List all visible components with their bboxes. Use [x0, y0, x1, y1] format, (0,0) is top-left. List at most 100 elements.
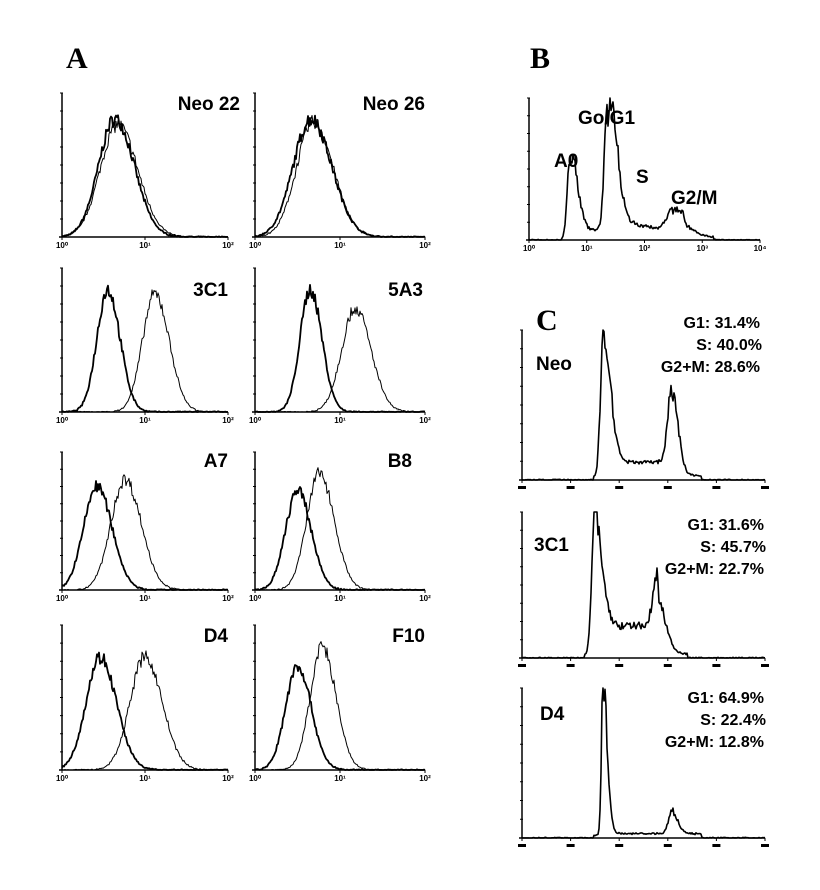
x-tick-label-mark [712, 844, 721, 847]
sample-label: Neo 26 [363, 94, 425, 115]
histogram-curve [528, 97, 761, 241]
x-tick-label: 10² [419, 774, 431, 783]
x-tick-label: 10¹ [139, 416, 151, 425]
histogram-panel-5a3: 10⁰ 10¹ 10² [249, 267, 431, 425]
sample-label: D4 [540, 704, 565, 725]
x-tick-label: 10² [222, 774, 234, 783]
cell-cycle-panel-c-neo [518, 329, 769, 489]
x-tick-label-mark [518, 664, 526, 667]
g2m-percent: G2+M: 28.6% [661, 359, 760, 376]
histogram-panel-f10: 10⁰ 10¹ 10² [249, 624, 431, 783]
histogram-curve [62, 474, 229, 591]
x-tick-label: 10² [639, 244, 651, 253]
cell-cycle-panel-c-3c1 [518, 511, 769, 667]
histogram-curve [62, 650, 229, 771]
peak-label-s: S [636, 167, 649, 188]
x-tick-label: 10¹ [334, 416, 346, 425]
sample-label: A7 [204, 451, 228, 472]
x-tick-label: 10¹ [139, 594, 151, 603]
s-percent: S: 45.7% [700, 539, 766, 556]
histogram-curve [254, 467, 426, 591]
sample-label: Neo [536, 354, 572, 375]
x-tick-label: 10⁰ [249, 241, 262, 250]
x-tick-label-mark [712, 486, 721, 489]
x-tick-label-mark [615, 486, 624, 489]
histogram-panel-neo-22: 10⁰ 10¹ 10² [56, 92, 234, 250]
x-tick-label: 10¹ [139, 774, 151, 783]
x-tick-label: 10² [222, 594, 234, 603]
peak-label-g0g1: Go/G1 [578, 108, 635, 129]
x-tick-label: 10⁰ [249, 416, 262, 425]
histogram-panel-a7: 10⁰ 10¹ 10² [56, 451, 234, 603]
histogram-curve [254, 486, 426, 591]
histogram-curve [61, 284, 228, 413]
histogram-curve [521, 511, 766, 659]
histogram-curve [61, 651, 229, 771]
x-tick-label: 10⁰ [56, 416, 69, 425]
sample-label: B8 [388, 451, 412, 472]
g1-percent: G1: 64.9% [688, 690, 764, 707]
x-tick-label: 10⁴ [754, 244, 767, 253]
cell-cycle-panel-c-d4 [518, 687, 769, 847]
x-tick-label-mark [566, 844, 575, 847]
x-tick-label-mark [761, 664, 769, 667]
histogram-curve [254, 115, 425, 238]
histogram-curve [61, 480, 229, 591]
histogram-panel-3c1: 10⁰ 10¹ 10² [56, 267, 234, 425]
x-tick-label: 10⁰ [249, 594, 262, 603]
x-tick-label-mark [518, 844, 526, 847]
sample-label: D4 [204, 626, 229, 647]
x-tick-label-mark [663, 486, 672, 489]
x-tick-label: 10² [419, 594, 431, 603]
x-tick-label: 10² [222, 241, 234, 250]
s-percent: S: 22.4% [700, 712, 766, 729]
x-tick-label: 10³ [696, 244, 708, 253]
histogram-curve [61, 120, 228, 238]
x-tick-label: 10¹ [139, 241, 151, 250]
x-tick-label-mark [566, 486, 575, 489]
g1-percent: G1: 31.6% [688, 517, 764, 534]
x-tick-label: 10⁰ [56, 594, 69, 603]
histogram-curve [254, 284, 426, 413]
x-tick-label-mark [615, 664, 624, 667]
x-tick-label-mark [761, 486, 769, 489]
sample-label: 5A3 [388, 280, 423, 301]
x-tick-label: 10² [419, 241, 431, 250]
histogram-curve [521, 329, 766, 481]
panel-c-letter: C [536, 304, 558, 337]
panel-a-letter: A [66, 42, 88, 75]
g2m-percent: G2+M: 22.7% [665, 561, 764, 578]
g1-percent: G1: 31.4% [684, 315, 760, 332]
histogram-panel-neo-26: 10⁰ 10¹ 10² [249, 92, 431, 250]
x-tick-label: 10¹ [581, 244, 593, 253]
s-percent: S: 40.0% [696, 337, 762, 354]
g2m-percent: G2+M: 12.8% [665, 734, 764, 751]
x-tick-label: 10⁰ [56, 241, 69, 250]
histogram-curve [521, 687, 766, 839]
x-tick-label-mark [518, 486, 526, 489]
sample-label: 3C1 [193, 280, 228, 301]
x-tick-label-mark [566, 664, 575, 667]
x-tick-label-mark [761, 844, 769, 847]
histogram-curve [254, 641, 425, 771]
x-tick-label: 10² [222, 416, 234, 425]
histogram-curve [62, 289, 228, 413]
x-tick-label: 10⁰ [523, 244, 536, 253]
histogram-panel-b8: 10⁰ 10¹ 10² [249, 451, 431, 603]
x-tick-label: 10² [419, 416, 431, 425]
panel-b-letter: B [530, 42, 550, 75]
x-tick-label-mark [712, 664, 721, 667]
x-tick-label: 10¹ [334, 241, 346, 250]
sample-label: Neo 22 [178, 94, 240, 115]
cell-cycle-panel-b: 10⁰ 10¹ 10² 10³ 10⁴ [523, 97, 767, 253]
x-tick-label-mark [663, 844, 672, 847]
sample-label: 3C1 [534, 535, 569, 556]
x-tick-label: 10⁰ [249, 774, 262, 783]
sample-label: F10 [392, 626, 425, 647]
x-tick-label-mark [615, 844, 624, 847]
peak-label-g2m: G2/M [671, 188, 717, 209]
histogram-panel-d4: 10⁰ 10¹ 10² [56, 624, 234, 783]
x-tick-label: 10⁰ [56, 774, 69, 783]
histogram-curve [254, 306, 425, 413]
